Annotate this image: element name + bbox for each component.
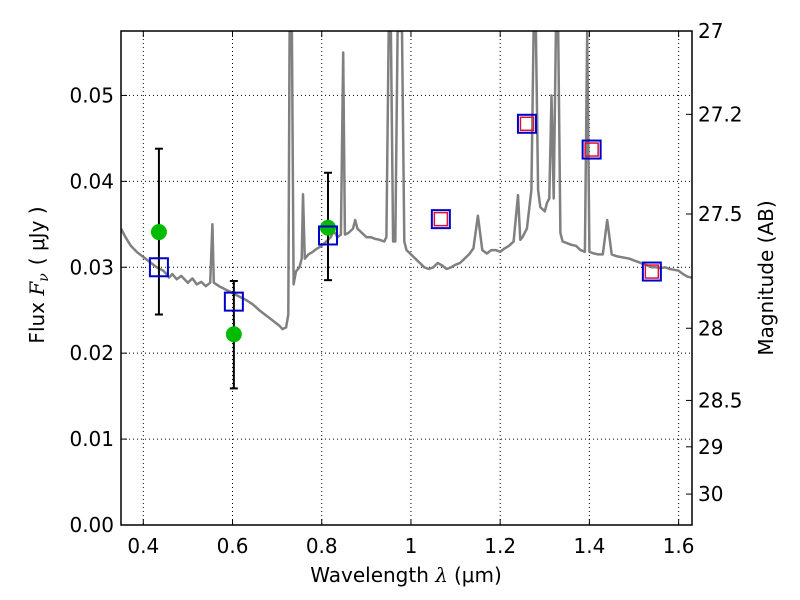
- y-tick-label: 0.03: [69, 255, 114, 279]
- observed-point: [150, 224, 167, 241]
- right-tick-label: 27: [698, 19, 723, 43]
- model-square-red: [644, 264, 660, 279]
- right-axis-title: Magnitude (AB): [754, 200, 778, 355]
- model-square-blue: [148, 257, 169, 278]
- x-axis-units: (μm): [454, 563, 502, 587]
- model-square-blue: [641, 261, 662, 282]
- model-square-blue: [516, 113, 537, 134]
- tick-labels: 0.4 0.6 0.8 1 1.2 1.4 1.6 0.00 0.01 0.02 0.03 0.04 0…: [69, 19, 742, 558]
- right-tick-label: 27.2: [698, 102, 743, 126]
- y-tick-label: 0.02: [69, 341, 114, 365]
- y-axis-units: ( μJy ): [25, 206, 49, 265]
- x-axis-lambda: λ: [434, 563, 448, 587]
- model-square-red: [584, 142, 599, 157]
- model-square-red: [433, 211, 449, 227]
- y-axis-nu: ν: [36, 273, 52, 282]
- model-square-blue: [223, 291, 244, 312]
- right-tick-label: 28: [698, 316, 723, 340]
- x-tick-label: 1.4: [573, 534, 605, 558]
- grid: [121, 31, 692, 526]
- spectrum-line: [121, 31, 692, 331]
- x-tick-label: 0.6: [217, 534, 249, 558]
- y-axis-title: Flux Fν ( μJy ): [25, 206, 52, 343]
- right-tick-label: 28.5: [698, 388, 743, 412]
- y-axis-title-prefix: Flux: [25, 296, 49, 344]
- y-tick-label: 0.05: [69, 83, 114, 107]
- x-tick-label: 1.2: [484, 534, 516, 558]
- right-tick-label: 27.5: [698, 202, 743, 226]
- model-square-red: [519, 116, 535, 132]
- x-tick-label: 0.4: [127, 534, 159, 558]
- right-tick-label: 29: [698, 435, 723, 459]
- observed-point: [225, 326, 242, 343]
- y-axis-F: F: [25, 281, 49, 297]
- x-tick-label: 1: [405, 534, 418, 558]
- right-tick-label: 30: [698, 482, 723, 506]
- model-square-blue: [430, 209, 451, 230]
- x-tick-label: 1.6: [663, 534, 695, 558]
- y-tick-label: 0.00: [69, 513, 114, 537]
- observed-point: [319, 219, 336, 236]
- model-square-blue: [581, 139, 602, 160]
- plot-area: [121, 31, 692, 390]
- y-tick-label: 0.01: [69, 427, 114, 451]
- y-tick-label: 0.04: [69, 169, 114, 193]
- x-tick-label: 0.8: [306, 534, 338, 558]
- x-axis-title-prefix: Wavelength: [310, 563, 435, 587]
- model-square-blue: [317, 225, 338, 246]
- axes-frame: [120, 30, 693, 526]
- axes: [120, 30, 693, 526]
- x-axis-title: Wavelength λ (μm): [310, 563, 502, 587]
